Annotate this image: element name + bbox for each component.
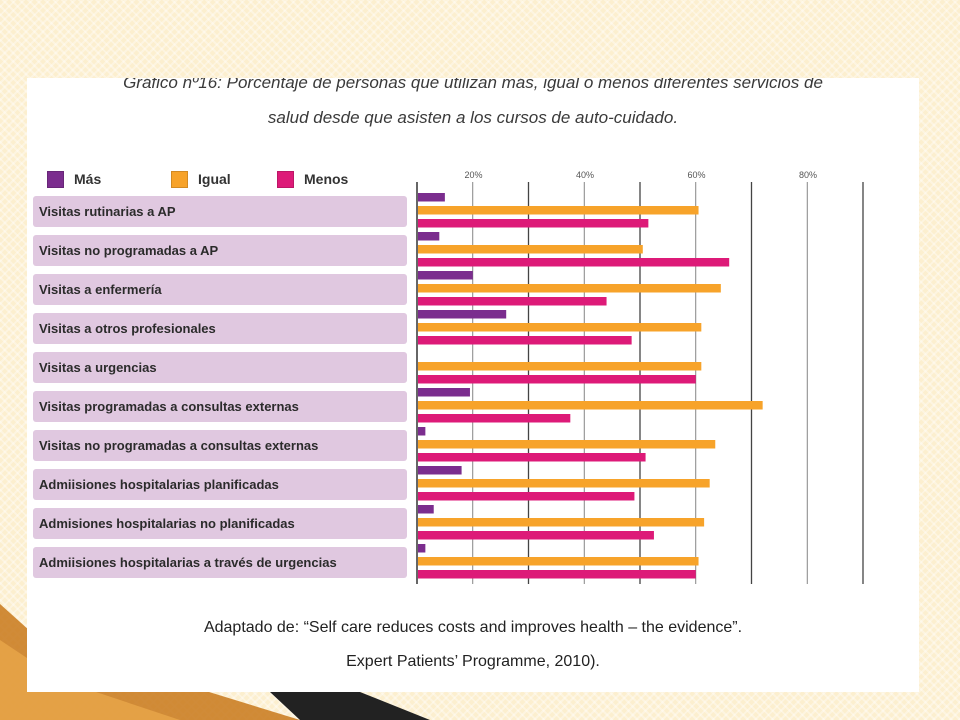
bar-igual bbox=[418, 518, 705, 527]
legend-swatch-igual bbox=[171, 170, 188, 188]
bar-menos bbox=[418, 570, 696, 579]
category-label: Visitas no programadas a consultas exter… bbox=[33, 430, 407, 461]
bar-igual bbox=[418, 206, 699, 215]
x-tick-label: 40% bbox=[576, 170, 594, 180]
category-label: Visitas a urgencias bbox=[33, 352, 407, 383]
category-label: Visitas programadas a consultas externas bbox=[33, 391, 407, 422]
category-label: Admiisiones hospitalarias a través de ur… bbox=[33, 547, 407, 578]
category-label: Visitas rutinarias a AP bbox=[33, 196, 407, 227]
bar-menos bbox=[418, 336, 632, 345]
category-label: Visitas no programadas a AP bbox=[33, 235, 407, 266]
bar-igual bbox=[418, 284, 721, 293]
bar-mas bbox=[418, 388, 470, 397]
source-footnote-line1: Adaptado de: “Self care reduces costs an… bbox=[203, 619, 743, 636]
bar-menos bbox=[418, 531, 654, 540]
category-label: Admisiones hospitalarias no planificadas bbox=[33, 508, 407, 539]
legend-swatch-mas bbox=[47, 170, 64, 188]
bar-chart-plot: 20% 40% 60% 80% bbox=[416, 170, 864, 584]
corner-dark-wedge bbox=[270, 692, 430, 720]
bar-menos bbox=[418, 375, 696, 384]
bar-menos bbox=[418, 492, 635, 501]
bar-igual bbox=[418, 440, 716, 449]
bar-igual bbox=[418, 479, 710, 488]
x-tick-label: 20% bbox=[464, 170, 482, 180]
bar-menos bbox=[418, 297, 607, 306]
bar-mas bbox=[418, 232, 440, 241]
chart-title-line1: Gráfico nº16: Porcentaje de personas que… bbox=[123, 78, 823, 92]
legend-item-igual: Igual bbox=[171, 170, 231, 188]
chart-title-line2: salud desde que asisten a los cursos de … bbox=[267, 108, 679, 127]
bar-igual bbox=[418, 323, 702, 332]
legend-label-menos: Menos bbox=[304, 171, 349, 187]
bar-igual bbox=[418, 557, 699, 566]
legend-item-menos: Menos bbox=[277, 170, 348, 188]
bar-igual bbox=[418, 362, 702, 371]
legend-label-igual: Igual bbox=[198, 171, 231, 187]
bar-igual bbox=[418, 401, 763, 410]
bar-mas bbox=[418, 544, 426, 553]
source-footnote-line2: Expert Patients’ Programme, 2010). bbox=[346, 653, 600, 670]
chart-panel: Gráfico nº16: Porcentaje de personas que… bbox=[27, 78, 919, 692]
legend-swatch-menos bbox=[277, 170, 294, 188]
x-tick-label: 60% bbox=[687, 170, 705, 180]
bar-menos bbox=[418, 219, 649, 228]
legend-item-mas: Más bbox=[47, 170, 101, 188]
x-tick-label: 80% bbox=[799, 170, 817, 180]
bar-mas bbox=[418, 310, 507, 319]
bar-mas bbox=[418, 505, 434, 514]
bar-mas bbox=[418, 466, 462, 475]
bar-mas bbox=[418, 271, 473, 280]
bar-menos bbox=[418, 258, 730, 267]
bar-mas bbox=[418, 427, 426, 436]
legend-label-mas: Más bbox=[74, 171, 102, 187]
bar-menos bbox=[418, 414, 571, 423]
bar-igual bbox=[418, 245, 643, 254]
bar-mas bbox=[418, 193, 445, 202]
category-label: Visitas a otros profesionales bbox=[33, 313, 407, 344]
category-label: Admiisiones hospitalarias planificadas bbox=[33, 469, 407, 500]
bar-menos bbox=[418, 453, 646, 462]
category-label: Visitas a enfermería bbox=[33, 274, 407, 305]
